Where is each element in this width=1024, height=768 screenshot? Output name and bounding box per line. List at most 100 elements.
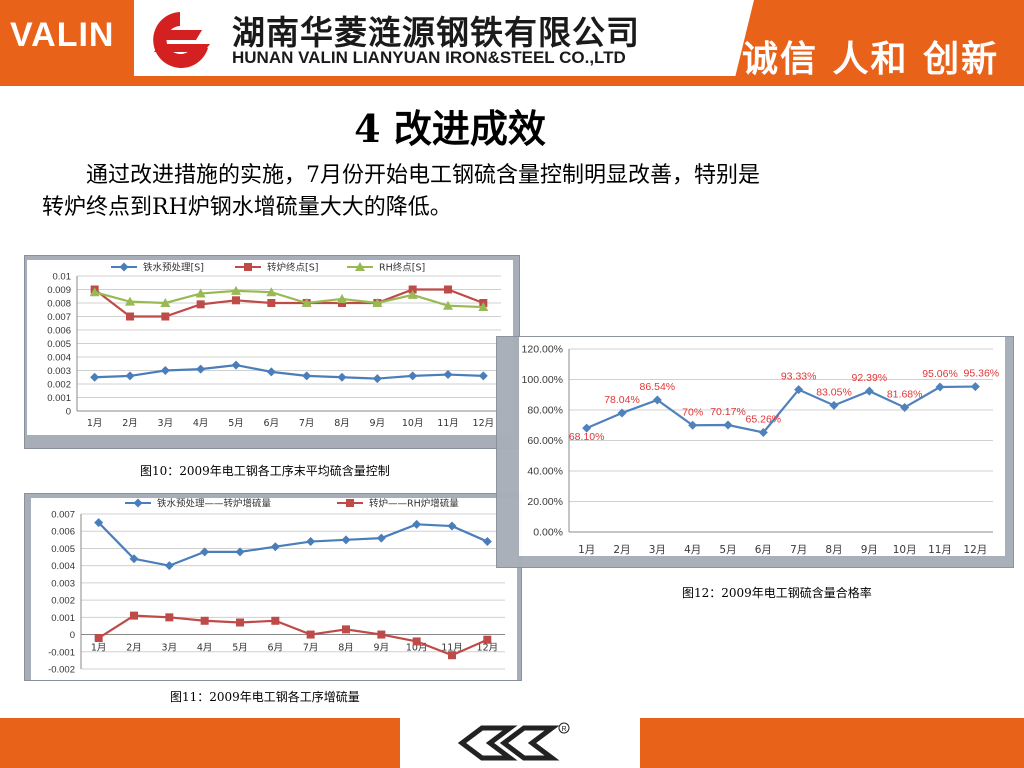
y-tick-label: 120.00% <box>522 344 563 356</box>
caption-fig11: 图11：2009年电工钢各工序增硫量 <box>170 690 360 704</box>
x-tick-label: 7月 <box>790 544 807 556</box>
data-point <box>94 518 104 528</box>
data-point <box>270 542 280 552</box>
legend-label: 铁水预处理[S] <box>143 262 204 274</box>
data-point <box>266 287 277 297</box>
slide-title: 4 改进成效 <box>354 106 546 151</box>
data-label: 86.54% <box>640 381 676 393</box>
data-point <box>617 408 627 418</box>
data-label: 78.04% <box>604 394 640 406</box>
y-tick-label: 0.002 <box>47 380 71 391</box>
data-point <box>196 300 205 309</box>
data-point <box>443 370 453 380</box>
header-company-panel <box>134 0 754 76</box>
x-tick-label: 2月 <box>613 544 630 556</box>
paragraph-line-2: 转炉终点到RH炉钢水增硫量大大的降低。 <box>42 195 452 220</box>
data-point <box>267 299 276 307</box>
y-tick-label: 0.004 <box>51 561 75 572</box>
data-label: 70.17% <box>710 406 746 418</box>
legend-swatch-marker <box>119 262 129 272</box>
y-tick-label: 80.00% <box>527 405 563 417</box>
x-tick-label: 12月 <box>477 643 499 654</box>
data-point <box>372 298 383 307</box>
legend-label: 转炉——RH炉增硫量 <box>369 498 459 510</box>
y-tick-label: 0 <box>70 630 75 641</box>
x-tick-label: 2月 <box>122 418 138 429</box>
data-point <box>165 613 174 622</box>
data-point <box>306 537 316 547</box>
data-point <box>195 288 206 298</box>
data-point <box>266 367 276 377</box>
data-point <box>448 651 456 660</box>
y-tick-label: 0.00% <box>533 527 563 539</box>
data-point <box>200 547 210 557</box>
chart-sulfur-increase: -0.002 -0.001 0 0.001 0.002 0.003 0.004 0.005 0.… <box>31 498 517 680</box>
data-point <box>200 616 209 625</box>
y-tick-label: 0.001 <box>51 613 75 624</box>
y-tick-label: 0.006 <box>51 527 75 538</box>
slide-paragraph: 通过改进措施的实施，7月份开始电工钢硫含量控制明显改善，特别是 转炉终点到RH炉… <box>42 160 972 224</box>
x-tick-label: 1月 <box>91 643 107 654</box>
data-point <box>376 533 386 543</box>
legend-label: RH终点[S] <box>379 262 425 274</box>
x-tick-label: 9月 <box>374 643 390 654</box>
legend-swatch-marker <box>346 499 354 507</box>
y-tick-label: 0.001 <box>47 393 71 404</box>
x-tick-label: 3月 <box>158 418 174 429</box>
data-point <box>231 360 241 370</box>
data-point <box>301 298 312 307</box>
data-point <box>372 374 382 384</box>
data-point <box>235 547 245 557</box>
valin-logo: VALIN <box>0 0 132 74</box>
y-tick-label: 60.00% <box>527 435 563 447</box>
series-line <box>94 363 484 380</box>
data-point <box>164 561 174 571</box>
data-point <box>444 285 452 294</box>
x-tick-label: 4月 <box>684 544 701 556</box>
x-tick-label: 2月 <box>126 643 142 654</box>
data-point <box>408 285 417 294</box>
y-tick-label: 0.01 <box>53 272 72 283</box>
data-point <box>408 371 418 381</box>
x-tick-label: 6月 <box>264 418 280 429</box>
data-point <box>232 296 240 305</box>
data-point <box>447 521 457 531</box>
x-tick-label: 12月 <box>963 544 987 556</box>
y-tick-label: 0.008 <box>47 299 71 310</box>
data-point <box>758 427 768 437</box>
x-tick-label: 4月 <box>197 643 213 654</box>
data-point <box>271 616 280 625</box>
x-tick-label: 12月 <box>473 418 495 429</box>
data-point <box>829 400 839 410</box>
x-tick-label: 9月 <box>370 418 386 429</box>
x-tick-label: 11月 <box>928 544 952 556</box>
data-label: 95.36% <box>964 368 1000 380</box>
company-name-en: HUNAN VALIN LIANYUAN IRON&STEEL CO.,LTD <box>232 48 626 67</box>
x-tick-label: 11月 <box>437 418 459 429</box>
data-point <box>196 364 206 374</box>
chart-sulfur-increase-frame: -0.002 -0.001 0 0.001 0.002 0.003 0.004 0.005 0.… <box>24 493 522 681</box>
y-tick-label: 0.003 <box>47 366 71 377</box>
data-point <box>377 630 386 639</box>
y-tick-label: 0.004 <box>47 353 71 364</box>
data-point <box>342 625 350 634</box>
data-point <box>864 386 874 396</box>
data-label: 68.10% <box>569 431 605 443</box>
y-tick-label: 100.00% <box>522 374 563 386</box>
x-tick-label: 11月 <box>441 643 463 654</box>
x-tick-label: 1月 <box>87 418 103 429</box>
data-point <box>478 371 488 381</box>
x-tick-label: 3月 <box>162 643 178 654</box>
x-tick-label: 9月 <box>861 544 878 556</box>
data-point <box>652 395 662 405</box>
data-point <box>160 366 170 375</box>
y-tick-label: -0.001 <box>48 647 75 658</box>
y-tick-label: 40.00% <box>527 466 563 478</box>
data-point <box>89 287 100 297</box>
data-point <box>94 634 103 642</box>
data-label: 83.05% <box>816 386 852 398</box>
data-label: 92.39% <box>852 372 888 384</box>
paragraph-line-1: 通过改进措施的实施，7月份开始电工钢硫含量控制明显改善，特别是 <box>86 163 760 188</box>
data-point <box>126 312 134 321</box>
data-point <box>306 630 315 639</box>
